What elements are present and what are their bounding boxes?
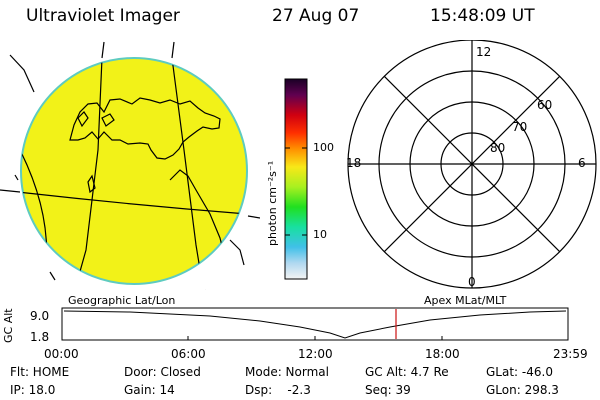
status-gc-alt: GC Alt: 4.7 Re xyxy=(365,365,449,379)
earth-disk-image xyxy=(0,41,260,290)
polar-label-12: 12 xyxy=(476,45,492,59)
altitude-plot xyxy=(61,307,569,341)
polar-label-6: 6 xyxy=(578,156,586,170)
colorbar-unit-label: photon cm⁻²s⁻¹ xyxy=(266,160,279,246)
alt-tick-9: 9.0 xyxy=(30,309,50,323)
status-glat: GLat: -46.0 xyxy=(486,365,553,379)
colorbar-tick-10: 10 xyxy=(313,228,327,241)
polar-label-80: 80 xyxy=(490,141,506,155)
parallel-line xyxy=(21,189,247,216)
polar-label-0: 0 xyxy=(468,275,476,289)
time-tick-0600: 06:00 xyxy=(171,347,206,361)
alt-axis-label: GC Alt xyxy=(2,308,15,343)
geographic-label: Geographic Lat/Lon xyxy=(68,294,176,307)
time-label: 15:48:09 UT xyxy=(430,6,535,26)
polar-plot xyxy=(347,40,597,289)
time-tick-1200: 12:00 xyxy=(298,347,333,361)
coastline xyxy=(69,97,221,160)
polar-label-60: 60 xyxy=(537,98,553,112)
time-tick-2359: 23:59 xyxy=(553,347,588,361)
time-tick-1800: 18:00 xyxy=(425,347,460,361)
status-door: Door: Closed xyxy=(124,365,201,379)
colorbar xyxy=(284,78,308,280)
status-flt: Flt: HOME xyxy=(10,365,70,379)
polar-label-70: 70 xyxy=(512,120,528,134)
status-dsp: Dsp: -2.3 xyxy=(245,383,311,397)
altitude-curve xyxy=(63,310,567,339)
earth-disk xyxy=(20,57,248,285)
time-tick-0000: 00:00 xyxy=(44,347,79,361)
status-gain: Gain: 14 xyxy=(124,383,175,397)
instrument-title: Ultraviolet Imager xyxy=(26,6,180,26)
colorbar-tick-100: 100 xyxy=(313,141,334,154)
status-glon: GLon: 298.3 xyxy=(486,383,559,397)
alt-tick-1-8: 1.8 xyxy=(30,330,50,344)
status-seq: Seq: 39 xyxy=(365,383,411,397)
apex-label: Apex MLat/MLT xyxy=(424,294,507,307)
polar-label-18: 18 xyxy=(346,156,362,170)
status-mode: Mode: Normal xyxy=(245,365,329,379)
status-ip: IP: 18.0 xyxy=(10,383,56,397)
date-label: 27 Aug 07 xyxy=(272,6,360,26)
